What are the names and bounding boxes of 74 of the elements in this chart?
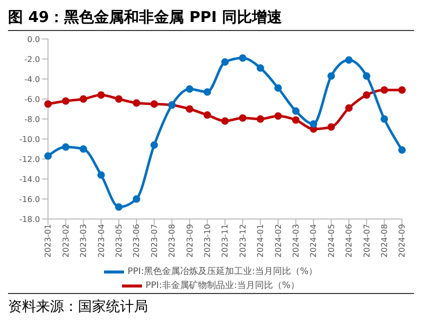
point (186, 85, 194, 93)
point (310, 120, 318, 128)
point (238, 114, 246, 122)
y-tick-label: -4.0 (24, 74, 40, 84)
legend-label: PPI:非金属矿物制品业:当月同比（%） (145, 280, 300, 293)
text: 资料来源：国家统计局 (8, 293, 414, 316)
y-tick-label: -8.0 (24, 114, 40, 124)
point (274, 112, 282, 120)
x-tick-label: 2023-08 (168, 224, 177, 258)
x-tick-label: 2023-07 (150, 224, 159, 258)
point (44, 100, 52, 108)
point (115, 95, 123, 103)
x-tick-label: 2024-09 (398, 224, 407, 258)
point (345, 56, 353, 64)
point (327, 72, 335, 80)
point (292, 107, 300, 115)
point (292, 116, 300, 124)
point (97, 91, 105, 99)
chart-title: 图 49：黑色金属和非金属 PPI 同比增速 (8, 8, 414, 31)
point (256, 115, 264, 123)
y-tick-label: -6.0 (24, 94, 40, 104)
x-tick-label: 2023-11 (220, 224, 230, 258)
point (221, 117, 229, 125)
x-tick-label: 2023-10 (202, 224, 212, 258)
point (132, 195, 140, 203)
point (274, 84, 282, 92)
x-tick-label: 2024-02 (274, 224, 283, 258)
x-tick-label: 2023-04 (96, 224, 106, 258)
point (327, 123, 335, 131)
y-tick-label: -2.0 (24, 54, 40, 64)
x-tick-label: 2024-06 (344, 224, 354, 258)
point (115, 203, 123, 211)
x-tick-label: 2023-12 (238, 224, 248, 258)
point (80, 145, 88, 153)
legend-label: PPI:黑色金属冶炼及压延加工业:当月同比（%） (127, 266, 318, 279)
point (62, 143, 70, 151)
point (345, 104, 353, 112)
point (380, 86, 388, 94)
point (238, 54, 246, 62)
x-tick-label: 2024-07 (362, 224, 372, 258)
x-tick-label: 2024-01 (256, 224, 266, 258)
x-tick-label: 2023-09 (185, 224, 194, 258)
point (44, 152, 52, 160)
point (398, 146, 406, 154)
point (362, 72, 370, 80)
point (204, 88, 212, 96)
x-tick-label: 2024-04 (309, 224, 318, 258)
point (204, 111, 212, 119)
x-tick-label: 2024-08 (380, 224, 389, 258)
y-tick-label: -16.0 (19, 194, 40, 204)
point (380, 115, 388, 123)
point (221, 58, 229, 66)
x-tick-label: 2023-02 (61, 224, 70, 258)
point (362, 91, 370, 99)
point (150, 141, 158, 149)
y-tick-label: -12.0 (19, 154, 40, 164)
point (132, 99, 140, 107)
y-tick-label: 0.0 (27, 34, 40, 44)
y-tick-label: -10.0 (19, 134, 40, 144)
point (80, 95, 88, 103)
point (398, 86, 406, 94)
y-tick-label: -14.0 (19, 174, 40, 184)
x-tick-label: 2024-03 (291, 224, 300, 258)
point (62, 97, 70, 105)
point (97, 171, 105, 179)
x-tick-label: 2023-05 (114, 224, 124, 258)
x-tick-label: 2023-01 (44, 224, 53, 258)
x-tick-label: 2023-03 (79, 224, 88, 258)
y-tick-label: -18.0 (19, 214, 40, 224)
x-tick-label: 2023-06 (132, 224, 142, 258)
x-tick-label: 2024-05 (326, 224, 336, 258)
point (186, 105, 194, 113)
point (256, 64, 264, 72)
point (150, 100, 158, 108)
